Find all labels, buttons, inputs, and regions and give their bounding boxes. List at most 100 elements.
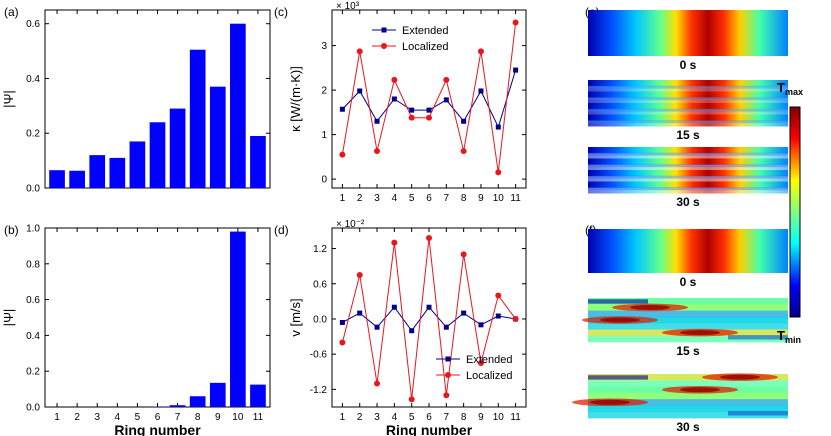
heatmap-stripe <box>588 164 788 171</box>
heatmap-stripe-overlay <box>588 175 788 179</box>
legend-marker-c <box>381 27 387 33</box>
heatmap-frame-e-0 <box>588 10 788 56</box>
point-d-localized <box>339 339 346 346</box>
y-axis-label-a: |Ψ| <box>1 90 16 108</box>
heatmap-row <box>588 374 788 381</box>
heatmap-stripe <box>588 187 788 194</box>
bar-a-9 <box>209 86 226 188</box>
heatmap-stripe-overlay <box>588 187 788 191</box>
x-tick-label-c: 2 <box>357 193 363 204</box>
time-label-e-0: 0 s <box>680 58 697 72</box>
point-d-localized <box>512 315 519 322</box>
y-tick-label-d: -0.6 <box>310 350 328 361</box>
x-tick-label-d: 3 <box>374 412 380 423</box>
heatmap-image <box>588 10 788 56</box>
x-tick-label-c: 10 <box>493 193 505 204</box>
x-tick-label-d: 5 <box>409 412 415 423</box>
point-c-localized <box>408 114 415 121</box>
point-d-extended <box>409 328 415 334</box>
point-c-localized <box>356 48 363 55</box>
heatmap-coldspot <box>728 411 788 416</box>
heatmap-row <box>588 316 788 324</box>
point-d-extended <box>461 310 467 316</box>
point-c-localized <box>443 76 450 83</box>
y-tick-label-d: 0.0 <box>313 314 327 325</box>
x-tick-label-b: 7 <box>175 412 181 423</box>
time-label-f-1: 15 s <box>676 344 700 358</box>
legend-label-c-localized: Localized <box>402 41 448 53</box>
panel-d: (d) -1.2 -0.6 0.0 0.6 1.2 1 2 3 4 5 6 7 8 9 10 11 v [m/s]… <box>274 219 527 436</box>
heatmap-row <box>588 411 788 419</box>
point-d-localized <box>477 359 484 366</box>
heatmap-stripe <box>588 108 788 115</box>
x-tick-label-d: 11 <box>510 412 521 423</box>
heatmap-row <box>588 392 788 400</box>
bar-a-10 <box>230 23 246 189</box>
point-d-localized <box>356 271 363 278</box>
y-tick-label-a: 0.4 <box>26 74 40 85</box>
panel-a: (a) 0.0 0.2 0.4 0.6 |Ψ| <box>1 5 271 195</box>
panel-f: (f)0 s15 s30 s <box>572 223 788 434</box>
heatmap-stripe-overlay <box>588 152 788 156</box>
point-c-extended <box>495 124 501 130</box>
heatmap-stripe <box>588 175 788 182</box>
x-tick-label-b: 2 <box>74 412 80 423</box>
y-tick-label-c: 0 <box>321 175 327 186</box>
time-label-f-2: 30 s <box>676 420 700 434</box>
heatmap-stripe-overlay <box>588 164 788 168</box>
heatmap-stripe <box>588 181 788 188</box>
x-tick-label-b: 8 <box>195 412 201 423</box>
y-tick-label-b: 0.0 <box>26 403 40 414</box>
heatmap-row <box>588 310 788 318</box>
bar-b-8 <box>189 396 206 407</box>
point-c-extended <box>374 118 380 124</box>
heatmap-stripe-overlay <box>588 120 788 124</box>
heatmap-hotspot-core <box>590 399 630 405</box>
y-tick-label-c: 1 <box>321 130 327 141</box>
point-d-extended <box>443 324 449 330</box>
point-c-localized <box>512 19 519 26</box>
legend-marker-d <box>445 372 451 378</box>
bar-b-7 <box>169 405 186 407</box>
point-d-localized <box>391 239 398 246</box>
point-d-localized <box>426 234 432 241</box>
y-tick-label-a: 0.6 <box>26 19 40 30</box>
heatmap-coldspot <box>588 299 648 304</box>
heatmap-stripe-overlay <box>588 108 788 112</box>
heatmap-row <box>588 304 788 312</box>
x-tick-label-d: 6 <box>426 412 432 423</box>
bar-a-8 <box>189 49 206 189</box>
time-label-f-0: 0 s <box>680 275 697 289</box>
heatmap-hotspot-core <box>600 317 640 323</box>
x-tick-label-c: 11 <box>510 193 521 204</box>
colorbar: Tmax Tmin <box>777 80 803 345</box>
point-d-localized <box>495 292 502 299</box>
heatmap-coldspot <box>588 375 648 380</box>
bar-a-3 <box>89 155 106 188</box>
y-tick-label-b: 1.0 <box>26 224 40 235</box>
x-tick-label-b: 4 <box>115 412 121 423</box>
heatmap-coldspot <box>728 335 788 340</box>
x-axis-label-d: Ring number <box>386 422 473 436</box>
x-axis-label-b: Ring number <box>114 422 201 436</box>
heatmap-stripe <box>588 147 788 154</box>
legend-label-d-extended: Extended <box>466 354 512 366</box>
x-tick-label-b: 11 <box>253 412 264 423</box>
panel-label-b: (b) <box>4 223 19 237</box>
point-d-extended <box>495 313 501 319</box>
x-tick-label-b: 10 <box>232 412 244 423</box>
point-c-localized <box>391 76 398 83</box>
heatmap-row <box>588 380 788 388</box>
panel-label-c: (c) <box>274 5 288 19</box>
y-axis-label-b: |Ψ| <box>1 309 16 327</box>
heatmap-row <box>588 335 788 343</box>
point-d-localized <box>460 251 467 258</box>
point-c-localized <box>477 48 484 55</box>
colorbar-min-label: Tmin <box>777 328 801 345</box>
heatmap-hotspot-core <box>680 387 720 393</box>
heatmap-hotspot-core <box>680 330 720 336</box>
x-tick-label-c: 3 <box>374 193 380 204</box>
x-tick-label-b: 9 <box>215 412 221 423</box>
y-tick-label-b: 0.8 <box>26 259 40 270</box>
legend-label-c-extended: Extended <box>402 25 448 37</box>
